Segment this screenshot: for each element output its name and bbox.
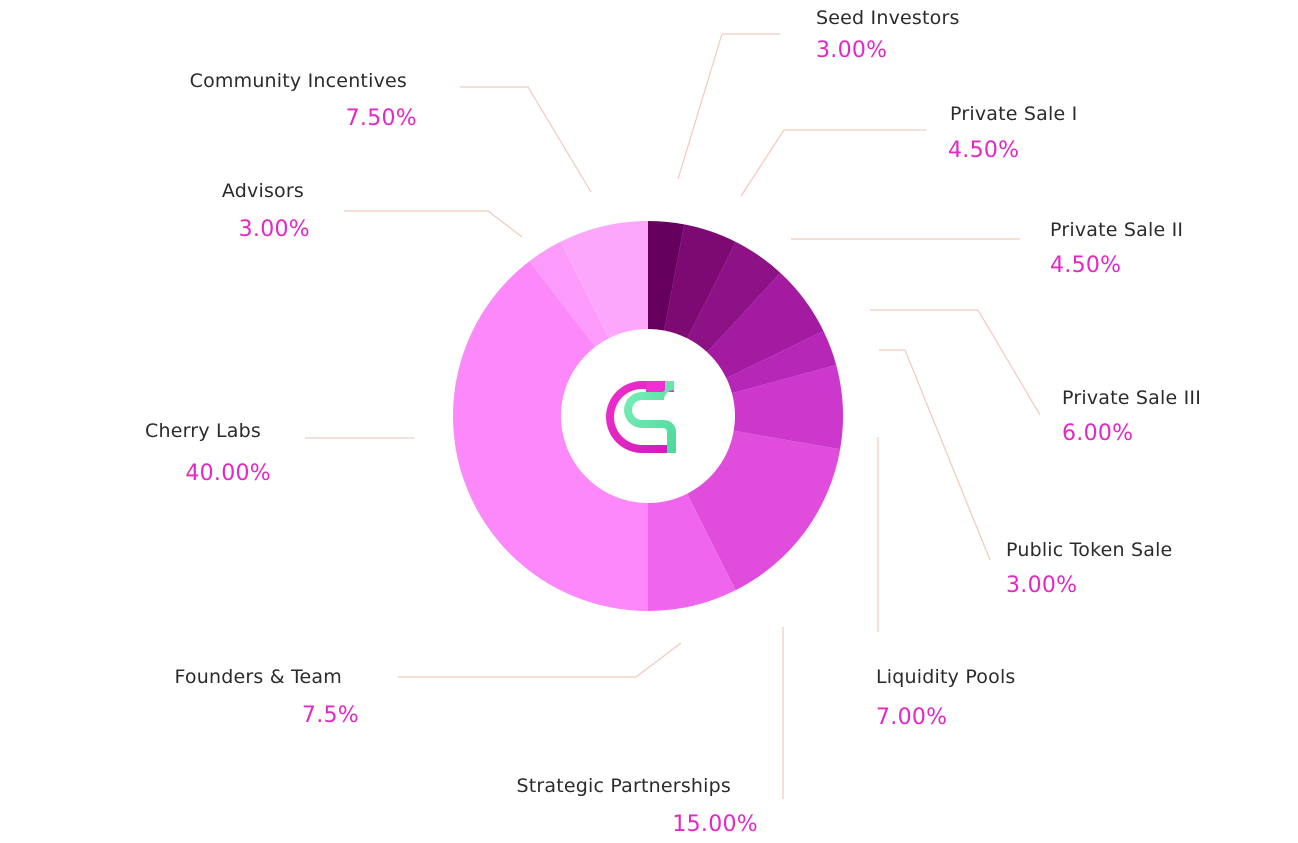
slice-value-public-token-sale: 3.00% xyxy=(1006,573,1077,598)
leader-line-community-incentives xyxy=(460,86,592,193)
slice-seed-investors xyxy=(648,221,685,331)
slice-public-token-sale xyxy=(726,331,837,394)
slice-labels: Seed Investors 3.00% Private Sale I 4.50% Pr… xyxy=(145,7,1201,837)
slice-community-incentives xyxy=(560,221,648,339)
leader-line-private-sale-iii xyxy=(870,309,1041,416)
slice-cherry-labs xyxy=(453,261,648,611)
slice-strategic-partnerships xyxy=(687,430,841,591)
slice-label-founders-and-team: Founders & Team xyxy=(174,666,342,688)
slice-value-liquidity-pools: 7.00% xyxy=(876,705,947,730)
slice-label-cherry-labs: Cherry Labs xyxy=(145,420,261,442)
slice-label-liquidity-pools: Liquidity Pools xyxy=(876,666,1016,688)
slice-value-private-sale-iii: 6.00% xyxy=(1062,421,1133,446)
slice-value-private-sale-i: 4.50% xyxy=(948,138,1019,163)
leader-line-public-token-sale xyxy=(879,349,991,561)
slice-label-seed-investors: Seed Investors xyxy=(816,7,960,29)
slice-private-sale-iii xyxy=(707,272,824,379)
leader-line-private-sale-i xyxy=(740,129,926,197)
donut-slices xyxy=(453,221,843,611)
slice-label-advisors: Advisors xyxy=(222,180,304,202)
slice-liquidity-pools xyxy=(731,365,843,450)
slice-private-sale-i xyxy=(664,224,736,339)
slice-value-advisors: 3.00% xyxy=(239,217,310,242)
slice-advisors xyxy=(529,241,609,347)
leader-lines xyxy=(305,33,1041,799)
slice-value-cherry-labs: 40.00% xyxy=(185,461,271,486)
slice-label-private-sale-i: Private Sale I xyxy=(950,103,1077,125)
slice-value-founders-and-team: 7.5% xyxy=(302,703,359,728)
slice-value-community-incentives: 7.50% xyxy=(346,106,417,131)
slice-label-private-sale-ii: Private Sale II xyxy=(1050,219,1183,241)
slice-value-seed-investors: 3.00% xyxy=(816,38,887,63)
slice-value-strategic-partnerships: 15.00% xyxy=(672,812,758,837)
slice-label-community-incentives: Community Incentives xyxy=(190,70,407,92)
cherry-logo-icon xyxy=(606,381,676,453)
slice-label-public-token-sale: Public Token Sale xyxy=(1006,539,1172,561)
slice-founders-and-team xyxy=(648,493,736,611)
slice-value-private-sale-ii: 4.50% xyxy=(1050,253,1121,278)
leader-line-founders-and-team xyxy=(398,642,682,678)
leader-line-advisors xyxy=(344,210,523,238)
slice-label-strategic-partnerships: Strategic Partnerships xyxy=(516,775,731,797)
slice-private-sale-ii xyxy=(687,241,781,353)
slice-label-private-sale-iii: Private Sale III xyxy=(1062,387,1201,409)
leader-line-seed-investors xyxy=(677,33,780,180)
